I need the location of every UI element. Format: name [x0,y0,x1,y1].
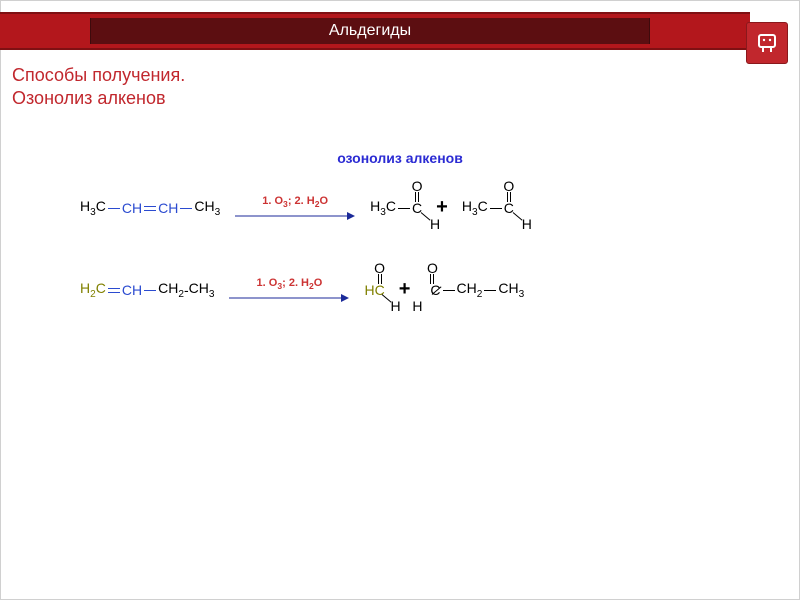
arrow-icon [235,211,355,221]
c1c: ; 2. H [288,195,315,207]
c1e: O [320,195,329,207]
r1-p1: H [80,198,90,214]
bond-s-icon [144,289,156,291]
dbl-bond-icon [377,274,383,284]
r2-p1: H [80,280,90,296]
p2b-h: H [412,298,422,314]
reactant-2: H2C CH CH2 - CH3 [80,280,214,300]
p2b-p2s: 3 [519,289,525,300]
logo [746,22,788,64]
bond-s-icon [484,289,496,291]
p2b-p1: CH [457,280,477,296]
subtitle: Способы получения. Озонолиз алкенов [12,64,185,109]
header: Альдегиды [0,12,800,50]
bond-s-icon [108,207,120,209]
bond-s-icon [398,207,410,209]
header-title-box: Альдегиды [90,18,650,44]
arrow-1: 1. O3; 2. H2O [230,195,360,221]
product-1a: H3C C O H [370,176,422,240]
p1b-h: H [522,216,532,232]
r2-p2: CH [122,282,142,298]
diagram-title: озонолиз алкенов [80,150,720,166]
p1b-c: C [504,200,514,216]
r2-p4: CH [189,280,209,296]
dbl-bond-icon [429,274,435,284]
p1a-preb: C [386,198,396,214]
aldehyde-c: C O H [412,200,422,216]
product-1b: H3C C O H [462,176,514,240]
c2a: 1. O [257,277,278,289]
r1-p4: CH [194,198,214,214]
bond-s-icon [443,289,455,291]
p2a-h: H [390,298,400,314]
r2-p1b: C [96,280,106,296]
dbl-bond-icon [506,192,512,202]
condition-1: 1. O3; 2. H2O [262,195,328,209]
bond-s-icon [180,207,192,209]
bond-d-icon [108,289,120,291]
aldehyde-c: HC O H [364,282,384,298]
subtitle-line2: Озонолиз алкенов [12,87,185,110]
dbl-bond-icon [414,192,420,202]
aldehyde-c: C O H [504,200,514,216]
page-title: Альдегиды [329,22,411,40]
p1b-pre: H [462,198,472,214]
subtitle-line1: Способы получения. [12,64,185,87]
reaction-1: H3C CH CH CH3 1. O3; 2. H2O H3C C O [80,176,720,240]
r1-p3: CH [158,200,178,216]
r2-p4s: 3 [209,289,215,300]
p1a-pre: H [370,198,380,214]
r1-p2: CH [122,200,142,216]
r1-p4s: 3 [215,207,221,218]
c2c: ; 2. H [282,277,309,289]
reaction-2: H2C CH CH2 - CH3 1. O3; 2. H2O HC O [80,258,720,322]
arrow-2: 1. O3; 2. H2O [224,277,354,303]
bond-s-icon [490,207,502,209]
p1b-preb: C [478,198,488,214]
logo-icon [754,30,780,56]
diagram: озонолиз алкенов H3C CH CH CH3 1. O3; 2.… [80,150,720,340]
bond-d-icon [144,207,156,209]
p2b-p2: CH [498,280,518,296]
c2e: O [314,277,323,289]
header-bar: Альдегиды [0,12,750,50]
reactant-1: H3C CH CH CH3 [80,198,220,218]
product-2b: H C O CH2 CH3 [424,258,524,322]
r1-p1b: C [96,198,106,214]
r2-p3: CH [158,280,178,296]
condition-2: 1. O3; 2. H2O [257,277,323,291]
c1a: 1. O [262,195,283,207]
p1a-h: H [430,216,440,232]
p2b-p1s: 2 [477,289,483,300]
product-2a: HC O H [364,260,384,320]
aldehyde-c: H C O [424,282,440,298]
arrow-icon [229,293,349,303]
